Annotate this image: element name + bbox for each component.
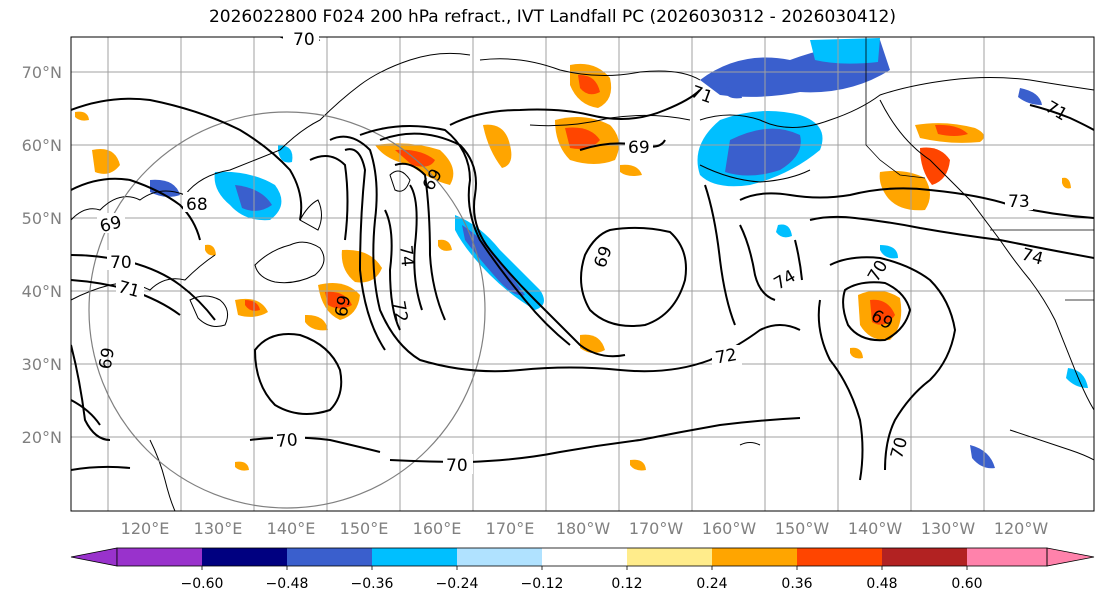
colorbar-tick-label: −0.24 [436, 576, 479, 592]
colorbar-segment [287, 548, 372, 566]
contour-label: 74 [395, 244, 417, 267]
contour-label: 72 [388, 299, 411, 324]
map-plot-area [71, 37, 1094, 511]
contour-label: 72 [714, 345, 739, 368]
latitude-labels: 70°N 60°N 50°N 40°N 30°N 20°N [22, 63, 62, 447]
contour-label: 70 [293, 30, 315, 50]
contour-label: 69 [628, 138, 650, 158]
colorbar: −0.60 −0.48 −0.36 −0.24 −0.12 0.12 0.24 … [70, 547, 1095, 592]
colorbar-segment [882, 548, 967, 566]
lon-label: 130°E [194, 519, 243, 538]
colorbar-tick-label: −0.48 [266, 576, 309, 592]
lon-label: 150°W [775, 519, 830, 538]
colorbar-extend-low [70, 547, 118, 567]
lon-label: 160°E [413, 519, 462, 538]
lon-label: 120°E [121, 519, 170, 538]
colorbar-tick-label: 0.24 [696, 576, 727, 592]
colorbar-segment [202, 548, 287, 566]
colorbar-segment [542, 548, 627, 566]
contour-label: 70 [446, 456, 468, 476]
map-frame [70, 36, 1095, 512]
colorbar-segment [797, 548, 882, 566]
contour-label: 70 [110, 253, 132, 273]
colorbar-tick-label: −0.36 [351, 576, 394, 592]
colorbar-tick-label: 0.12 [611, 576, 642, 592]
colorbar-extend-high [1046, 547, 1095, 567]
colorbar-tick-label: −0.12 [521, 576, 564, 592]
lon-label: 150°E [340, 519, 389, 538]
negative-anomaly-patches [150, 38, 1088, 469]
colorbar-tick-label: 0.36 [781, 576, 812, 592]
colorbar-tick-label: 0.48 [866, 576, 897, 592]
map-title: 2026022800 F024 200 hPa refract., IVT La… [208, 7, 896, 27]
contour-label: 73 [1008, 192, 1030, 212]
colorbar-outline [116, 547, 1048, 567]
lat-label-30n: 30°N [22, 355, 62, 374]
contour-label: 69 [96, 346, 119, 371]
lon-label: 140°W [848, 519, 903, 538]
colorbar-tick-label: −0.60 [181, 576, 224, 592]
colorbar-segment [117, 548, 202, 566]
contour-label: 69 [332, 294, 355, 319]
borders [865, 37, 1094, 301]
reference-circle [88, 111, 486, 509]
colorbar-segment [967, 548, 1047, 566]
coastlines [71, 52, 1094, 511]
colorbar-segment [712, 548, 797, 566]
contour-label: 68 [186, 195, 208, 215]
lon-label: 130°W [921, 519, 976, 538]
longitude-labels: 120°E 130°E 140°E 150°E 160°E 170°E 180°… [121, 519, 1049, 538]
lat-label-70n: 70°N [22, 63, 62, 82]
lon-label: 160°W [702, 519, 757, 538]
lat-label-20n: 20°N [22, 428, 62, 447]
colorbar-segment [372, 548, 457, 566]
refractivity-contours [71, 89, 1094, 481]
lon-label: 120°W [994, 519, 1049, 538]
lon-label: 170°E [486, 519, 535, 538]
contour-label: 70 [275, 430, 298, 452]
positive-anomaly-patches [75, 63, 1071, 471]
lon-label: 140°E [267, 519, 316, 538]
lat-label-40n: 40°N [22, 282, 62, 301]
lon-label: 180°W [556, 519, 611, 538]
lat-label-60n: 60°N [22, 136, 62, 155]
colorbar-tick-label: 0.60 [951, 576, 982, 592]
lon-label: 170°W [629, 519, 684, 538]
lat-label-50n: 50°N [22, 209, 62, 228]
colorbar-segment [457, 548, 542, 566]
colorbar-segment [627, 548, 712, 566]
